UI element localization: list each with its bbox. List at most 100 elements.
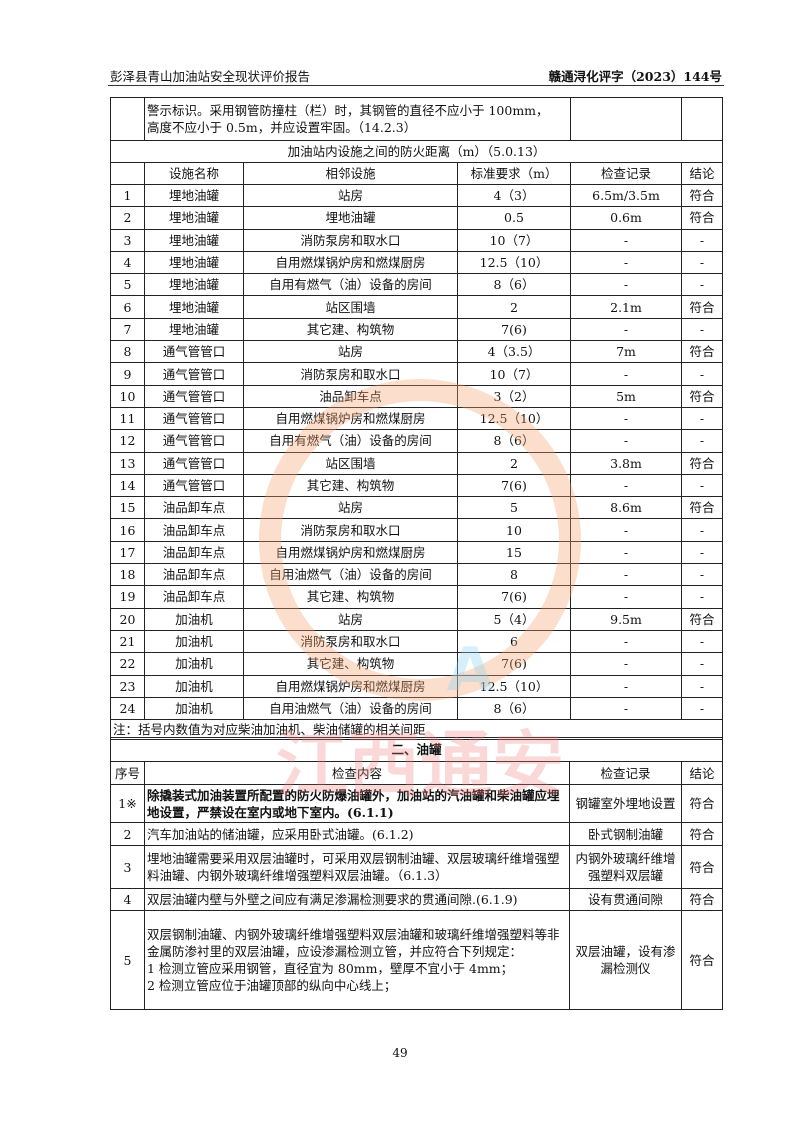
table-cell: 符合 bbox=[681, 295, 723, 319]
table-cell: 2 bbox=[110, 206, 145, 230]
table-cell: 0.6m bbox=[570, 206, 682, 230]
table-cell: 加油机 bbox=[144, 607, 244, 631]
table-cell: 站区围墙 bbox=[243, 451, 458, 475]
table-cell: 通气管管口 bbox=[144, 406, 244, 431]
table-cell: 12.5（10） bbox=[457, 406, 571, 431]
column-header: 结论 bbox=[681, 162, 723, 185]
table-cell: 符合 bbox=[681, 183, 723, 208]
table-cell: - bbox=[681, 406, 723, 431]
table-cell: 油品卸车点 bbox=[243, 384, 458, 408]
table-cell: 9.5m bbox=[570, 607, 682, 631]
table-cell: - bbox=[681, 518, 723, 542]
table-row: 4 双层油罐内壁与外壁之间应有满足渗漏检测要求的贯通间隙.(6.1.9) 设有贯… bbox=[110, 888, 724, 911]
table-cell: 油品卸车点 bbox=[144, 518, 244, 542]
table-row: 8 通气管管口 站房 4（3.5） 7m 符合 bbox=[110, 340, 723, 364]
table-cell: 15 bbox=[110, 496, 145, 520]
table-cell: 5（4） bbox=[457, 607, 571, 631]
table-cell: - bbox=[570, 518, 682, 542]
header-divider bbox=[108, 85, 724, 86]
column-header: 检查记录 bbox=[570, 162, 682, 185]
table-cell: 5 bbox=[457, 496, 571, 520]
table-cell: 加油机 bbox=[144, 696, 244, 721]
column-header: 相邻设施 bbox=[243, 162, 458, 185]
table-cell: 24 bbox=[110, 696, 145, 721]
column-header: 设施名称 bbox=[144, 162, 244, 185]
table-cell: 通气管管口 bbox=[144, 473, 244, 498]
table-cell: - bbox=[570, 629, 682, 654]
table-cell: 符合 bbox=[681, 384, 723, 408]
table-row: 16 油品卸车点 消防泵房和取水口 10- - bbox=[110, 518, 723, 542]
table-cell: - bbox=[681, 228, 723, 252]
table-cell: 加油机 bbox=[144, 674, 244, 698]
table-cell: 2.1m bbox=[570, 295, 682, 319]
table-cell: - bbox=[681, 473, 723, 498]
column-header: 标准要求（m） bbox=[457, 162, 571, 185]
table-row: 13 通气管管口 站区围墙 2 3.8m 符合 bbox=[110, 451, 723, 475]
table-cell: - bbox=[681, 563, 723, 587]
table-cell: 12.5（10） bbox=[457, 250, 571, 275]
table-cell: 油品卸车点 bbox=[144, 540, 244, 565]
table-row: 4 埋地油罐 自用燃煤锅炉房和燃煤厨房 12.5（10） - - bbox=[110, 250, 723, 275]
table-cell: - bbox=[681, 429, 723, 453]
table-row: 20 加油机 站房 5（4） 9.5m 符合 bbox=[110, 607, 723, 631]
table-cell: 4（3.5） bbox=[457, 340, 571, 364]
table-cell: 3（2） bbox=[457, 384, 571, 408]
table-cell: 通气管管口 bbox=[144, 384, 244, 408]
table-cell: 油品卸车点 bbox=[144, 496, 244, 520]
table-row: 6 埋地油罐 站区围墙 2 2.1m 符合 bbox=[110, 295, 723, 319]
table-cell: - bbox=[570, 585, 682, 609]
table-row: 17 油品卸车点 自用燃煤锅炉房和燃煤厨房 15- - bbox=[110, 540, 723, 565]
table-cell: 7m bbox=[570, 340, 682, 364]
table-cell: 10 bbox=[457, 518, 571, 542]
table-cell: - bbox=[681, 540, 723, 565]
table-cell: 14 bbox=[110, 473, 145, 498]
table-cell: 站区围墙 bbox=[243, 295, 458, 319]
table-row: 23 加油机 自用燃煤锅炉房和燃煤厨房 12.5（10） - - bbox=[110, 674, 723, 698]
table-cell: 自用油燃气（油）设备的房间 bbox=[243, 563, 458, 587]
table-cell: 通气管管口 bbox=[144, 451, 244, 475]
table-cell: 符合 bbox=[681, 206, 723, 230]
table-cell: 埋地油罐 bbox=[144, 206, 244, 230]
table-cell: 自用燃煤锅炉房和燃煤厨房 bbox=[243, 674, 458, 698]
continued-content: 警示标识。采用钢管防撞柱（栏）时，其钢管的直径不应小于 100mm， 高度不应小于… bbox=[144, 97, 571, 141]
table-cell: - bbox=[570, 406, 682, 431]
table-cell: 11 bbox=[110, 406, 145, 431]
table-cell: 自用油燃气（油）设备的房间 bbox=[243, 696, 458, 721]
table-header-row: 序号 检查内容 检查记录 结论 bbox=[110, 761, 724, 785]
table-cell: 符合 bbox=[681, 340, 723, 364]
table-cell: 通气管管口 bbox=[144, 429, 244, 453]
table-cell: 消防泵房和取水口 bbox=[243, 518, 458, 542]
distance-table: 警示标识。采用钢管防撞柱（栏）时，其钢管的直径不应小于 100mm， 高度不应小于… bbox=[110, 97, 723, 741]
table-cell: - bbox=[570, 228, 682, 252]
table-cell: - bbox=[570, 674, 682, 698]
table-cell: 站房 bbox=[243, 183, 458, 208]
table-cell: 符合 bbox=[681, 496, 723, 520]
table-cell: 10（7） bbox=[457, 228, 571, 252]
table-cell: 自用燃煤锅炉房和燃煤厨房 bbox=[243, 250, 458, 275]
table-cell: 埋地油罐 bbox=[144, 273, 244, 297]
table-cell: 3.8m bbox=[570, 451, 682, 475]
table-cell: 埋地油罐 bbox=[144, 228, 244, 252]
table-cell: - bbox=[681, 317, 723, 342]
table-cell: - bbox=[570, 273, 682, 297]
table-row: 15 油品卸车点 站房 5 8.6m 符合 bbox=[110, 496, 723, 520]
table-row: 24 加油机 自用油燃气（油）设备的房间 8（6） - - bbox=[110, 696, 723, 721]
table-cell: 8（6） bbox=[457, 273, 571, 297]
table-row: 22 加油机 其它建、构筑物 7(6) - - bbox=[110, 652, 723, 676]
table-cell: 7 bbox=[110, 317, 145, 342]
table-cell: - bbox=[681, 362, 723, 386]
table-cell: 埋地油罐 bbox=[243, 206, 458, 230]
table-cell: 消防泵房和取水口 bbox=[243, 228, 458, 252]
report-number: 赣通浔化评字（2023）144号 bbox=[548, 69, 722, 84]
table-cell: 加油机 bbox=[144, 629, 244, 654]
table-cell: 8（6） bbox=[457, 696, 571, 721]
table-header-row: 设施名称 相邻设施 标准要求（m） 检查记录 结论 bbox=[110, 162, 723, 185]
table-cell: - bbox=[570, 540, 682, 565]
table-cell: 17 bbox=[110, 540, 145, 565]
table-cell: 埋地油罐 bbox=[144, 317, 244, 342]
table-cell: 4 bbox=[110, 250, 145, 275]
table-cell: - bbox=[570, 317, 682, 342]
table-cell: 2 bbox=[457, 451, 571, 475]
table-row: 18 油品卸车点 自用油燃气（油）设备的房间 8- - bbox=[110, 563, 723, 587]
table-cell: 埋地油罐 bbox=[144, 295, 244, 319]
